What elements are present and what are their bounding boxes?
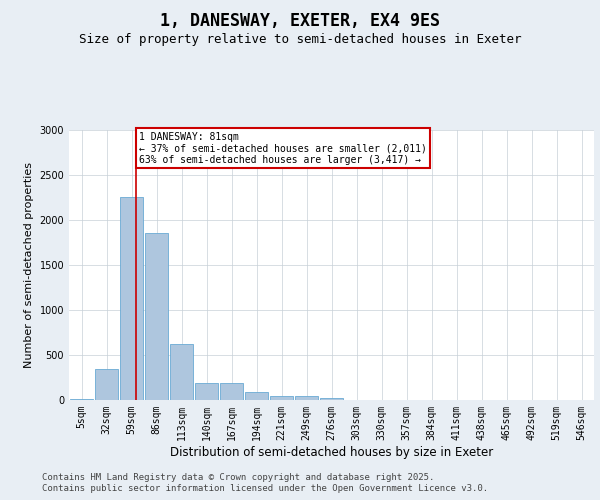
- Text: Contains public sector information licensed under the Open Government Licence v3: Contains public sector information licen…: [42, 484, 488, 493]
- Bar: [270, 396, 293, 400]
- Text: 1 DANESWAY: 81sqm
← 37% of semi-detached houses are smaller (2,011)
63% of semi-: 1 DANESWAY: 81sqm ← 37% of semi-detached…: [139, 132, 427, 165]
- Bar: [195, 384, 218, 400]
- Bar: [220, 384, 243, 400]
- Bar: [95, 368, 118, 400]
- Bar: [245, 392, 268, 400]
- Text: Contains HM Land Registry data © Crown copyright and database right 2025.: Contains HM Land Registry data © Crown c…: [42, 472, 434, 482]
- Bar: [70, 398, 93, 400]
- Text: Size of property relative to semi-detached houses in Exeter: Size of property relative to semi-detach…: [79, 32, 521, 46]
- Bar: [145, 232, 168, 400]
- Bar: [170, 344, 193, 400]
- X-axis label: Distribution of semi-detached houses by size in Exeter: Distribution of semi-detached houses by …: [170, 446, 493, 458]
- Bar: [295, 396, 318, 400]
- Bar: [120, 196, 143, 400]
- Bar: [320, 398, 343, 400]
- Text: 1, DANESWAY, EXETER, EX4 9ES: 1, DANESWAY, EXETER, EX4 9ES: [160, 12, 440, 30]
- Y-axis label: Number of semi-detached properties: Number of semi-detached properties: [24, 162, 34, 368]
